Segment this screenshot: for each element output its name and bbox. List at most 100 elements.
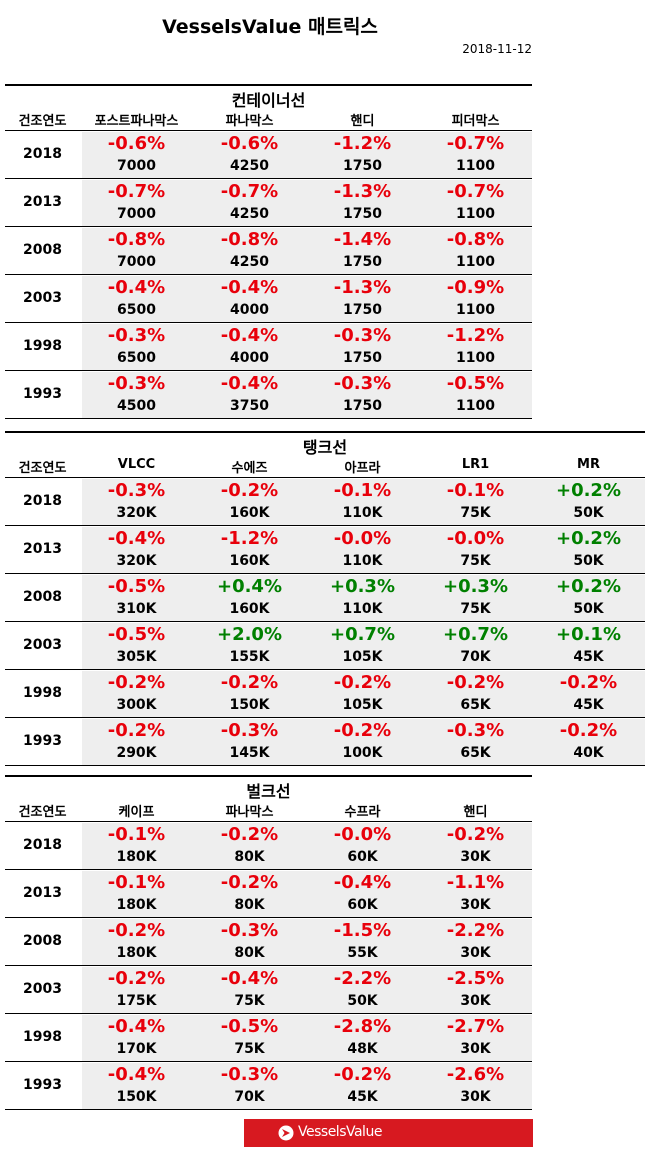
change: -1.2% (220, 528, 279, 549)
change: -0.6% (220, 133, 279, 154)
cell-background (82, 575, 645, 621)
cell-background (82, 132, 532, 178)
change: -0.7% (220, 181, 279, 202)
change: +0.7% (442, 624, 508, 645)
change: -0.4% (333, 872, 392, 893)
value: 75K (460, 505, 491, 521)
value: 180K (116, 849, 157, 865)
change: -0.2% (220, 872, 279, 893)
value: 1100 (456, 350, 495, 366)
row-line (5, 621, 645, 622)
value: 180K (116, 897, 157, 913)
year: 1998 (23, 338, 62, 354)
change: -0.5% (107, 624, 166, 645)
change: -0.3% (333, 325, 392, 346)
year: 1993 (23, 733, 62, 749)
change: -1.4% (333, 229, 392, 250)
value: 1750 (343, 302, 382, 318)
year: 1998 (23, 1029, 62, 1045)
change: -0.0% (446, 528, 505, 549)
change: -0.2% (333, 720, 392, 741)
cell-background (82, 623, 645, 669)
value: 30K (460, 849, 491, 865)
change: -0.4% (107, 277, 166, 298)
row-line (5, 1013, 532, 1014)
change: -0.4% (107, 1064, 166, 1085)
column-header: 파나막스 (225, 805, 274, 820)
row-line (5, 669, 645, 670)
change: -0.0% (333, 824, 392, 845)
year: 2018 (23, 493, 62, 509)
value: 3750 (230, 398, 269, 414)
value: 110K (342, 553, 383, 569)
logo-icon (278, 1125, 294, 1141)
column-header: LR1 (461, 457, 490, 472)
value: 40K (573, 745, 604, 761)
value: 7000 (117, 254, 156, 270)
change: -0.2% (107, 920, 166, 941)
value: 4250 (230, 158, 269, 174)
change: -0.2% (333, 1064, 392, 1085)
column-header: 아프라 (344, 461, 381, 476)
change: -0.2% (107, 672, 166, 693)
row-line (5, 869, 532, 870)
change: -0.9% (446, 277, 505, 298)
row-line (5, 274, 532, 275)
section-line (5, 775, 532, 777)
change: +0.4% (216, 576, 282, 597)
change: -0.2% (220, 824, 279, 845)
row-line (5, 1061, 532, 1062)
header-line (5, 477, 645, 478)
change: -1.3% (333, 181, 392, 202)
change: +0.3% (442, 576, 508, 597)
change: -2.7% (446, 1016, 505, 1037)
value: 1750 (343, 254, 382, 270)
value: 170K (116, 1041, 157, 1057)
change: -0.3% (446, 720, 505, 741)
change: -0.2% (107, 968, 166, 989)
change: -0.8% (107, 229, 166, 250)
change: -0.4% (220, 968, 279, 989)
value: 1100 (456, 206, 495, 222)
change: -1.2% (446, 325, 505, 346)
cell-background (82, 228, 532, 274)
column-header: 케이프 (118, 805, 155, 820)
change: +0.2% (555, 480, 621, 501)
change: -2.6% (446, 1064, 505, 1085)
value: 6500 (117, 302, 156, 318)
header-line (5, 821, 532, 822)
change: -1.3% (333, 277, 392, 298)
column-header: 건조연도 (18, 114, 67, 129)
change: -0.1% (446, 480, 505, 501)
header-line (5, 130, 532, 131)
column-header: 수프라 (344, 805, 381, 820)
row-line (5, 322, 532, 323)
change: -0.3% (333, 373, 392, 394)
column-header: 건조연도 (18, 805, 67, 820)
value: 4250 (230, 206, 269, 222)
cell-background (82, 919, 532, 965)
year: 2008 (23, 933, 62, 949)
value: 75K (234, 1041, 265, 1057)
year: 2018 (23, 837, 62, 853)
change: +0.2% (555, 576, 621, 597)
column-header: 수에즈 (231, 461, 268, 476)
year: 2003 (23, 290, 62, 306)
change: -0.3% (107, 325, 166, 346)
value: 180K (116, 945, 157, 961)
change: -0.2% (333, 672, 392, 693)
column-header: 핸디 (350, 114, 375, 129)
value: 48K (347, 1041, 378, 1057)
column-header: 포스트파나막스 (94, 114, 179, 129)
value: 30K (460, 1041, 491, 1057)
value: 1100 (456, 302, 495, 318)
year: 2008 (23, 242, 62, 258)
cell-background (82, 1063, 532, 1109)
value: 310K (116, 601, 157, 617)
value: 50K (573, 553, 604, 569)
column-header: 핸디 (463, 805, 488, 820)
cell-background (82, 479, 645, 525)
date: 2018-11-12 (462, 42, 532, 56)
change: -0.2% (220, 672, 279, 693)
change: -0.2% (559, 672, 618, 693)
